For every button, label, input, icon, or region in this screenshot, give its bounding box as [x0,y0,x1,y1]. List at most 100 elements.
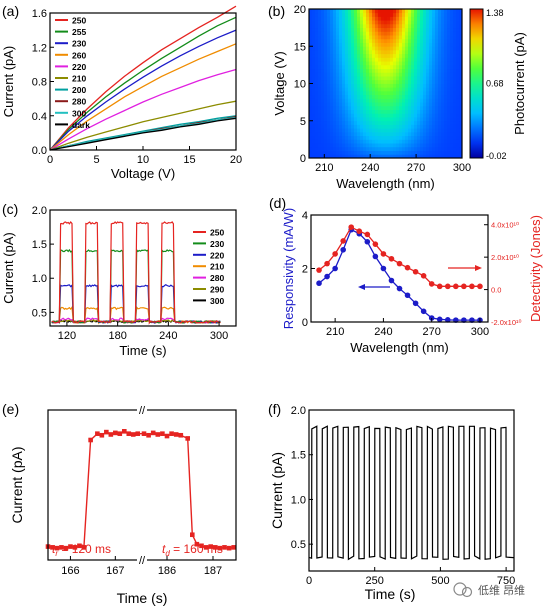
heatmap-cell [342,143,346,148]
heatmap-cell [360,131,364,137]
heatmap-cell [336,46,340,51]
heatmap-cell [396,131,400,137]
axis-break-bottom: // [139,555,146,567]
heatmap-cell [453,124,457,129]
heatmap-cell [399,124,403,129]
heatmap-cell [441,135,445,140]
data-point [150,430,156,436]
heatmap-cell [411,76,415,81]
heatmap-cell [447,94,451,99]
heatmap-cell [324,150,328,155]
heatmap-cell [414,79,418,84]
heatmap-cell [336,27,340,32]
heatmap-cell [429,27,433,32]
heatmap-cell [456,61,460,66]
heatmap-cell [330,113,334,118]
heatmap-cell [393,150,397,155]
heatmap-cell [432,139,436,144]
heatmap-cell [357,53,361,58]
heatmap-cell [369,139,373,144]
heatmap-cell [420,146,424,151]
heatmap-cell [342,46,346,51]
heatmap-cell [378,49,382,55]
heatmap-cell [405,83,409,88]
heatmap-cell [312,42,316,47]
heatmap-cell [423,139,427,144]
heatmap-cell [399,53,403,58]
heatmap-cell [309,9,313,14]
heatmap-cell [423,154,427,159]
heatmap-cell [321,42,325,47]
y-tick-label: 0.5 [32,307,47,319]
heatmap-cell [360,90,364,96]
heatmap-cell [402,72,406,77]
heatmap-cell [387,57,391,62]
heatmap-cell [444,124,448,129]
heatmap-cell [444,9,448,14]
heatmap-cell [399,31,403,36]
heatmap-cell [324,72,328,77]
heatmap-cell [378,9,382,14]
heatmap-cell [456,94,460,99]
heatmap-cell [372,38,376,43]
heatmap-cell [405,16,409,21]
data-point [420,308,427,315]
y-tick-label: 0.5 [291,539,306,551]
heatmap-cell [312,113,316,118]
heatmap-cell [315,61,319,66]
heatmap-cell [351,35,355,40]
heatmap-cell [342,90,346,96]
heatmap-cell [339,90,343,96]
heatmap-cell [318,76,322,81]
heatmap-cell [378,72,382,77]
heatmap-cell [315,146,319,151]
heatmap-cell [318,94,322,99]
data-point [231,545,236,550]
heatmap-cell [414,12,418,17]
heatmap-cell [405,61,409,66]
heatmap-cell [390,154,394,159]
heatmap-cell [426,135,430,140]
heatmap-cell [459,87,463,92]
heatmap-cell [312,117,316,122]
heatmap-cell [333,16,337,21]
heatmap-cell [447,64,451,70]
heatmap-cell [312,131,316,137]
heatmap-cell [408,61,412,66]
heatmap-cell [318,109,322,114]
heatmap-cell [426,90,430,96]
heatmap-cell [393,83,397,88]
heatmap-cell [408,128,412,133]
heatmap-cell [378,131,382,137]
heatmap-cell [321,83,325,88]
heatmap-cell [309,143,313,148]
heatmap-cell [447,57,451,62]
heatmap-cell [357,87,361,92]
heatmap-cell [405,117,409,122]
heatmap-cell [441,9,445,14]
y-tick-label: 0.8 [32,77,47,89]
heatmap-cell [327,154,331,159]
heatmap-cell [453,135,457,140]
y-tick-label: 0.0 [32,145,47,157]
heatmap-cell [405,113,409,118]
heatmap-cell [405,38,409,43]
heatmap-cell [459,72,463,77]
legend-label: 200 [72,85,86,95]
heatmap-cell [363,72,367,77]
heatmap-cell [345,90,349,96]
heatmap-cell [378,64,382,70]
heatmap-cell [402,124,406,129]
heatmap-cell [435,120,439,125]
heatmap-cell [426,128,430,133]
rise-value: = 120 ms [58,542,111,556]
heatmap-cell [309,35,313,40]
heatmap-cell [336,150,340,155]
heatmap-cell [363,35,367,40]
heatmap-cell [378,83,382,88]
heatmap-cell [417,139,421,144]
x-tick-label: 187 [204,565,222,577]
heatmap-cell [459,113,463,118]
heatmap-cell [381,64,385,70]
